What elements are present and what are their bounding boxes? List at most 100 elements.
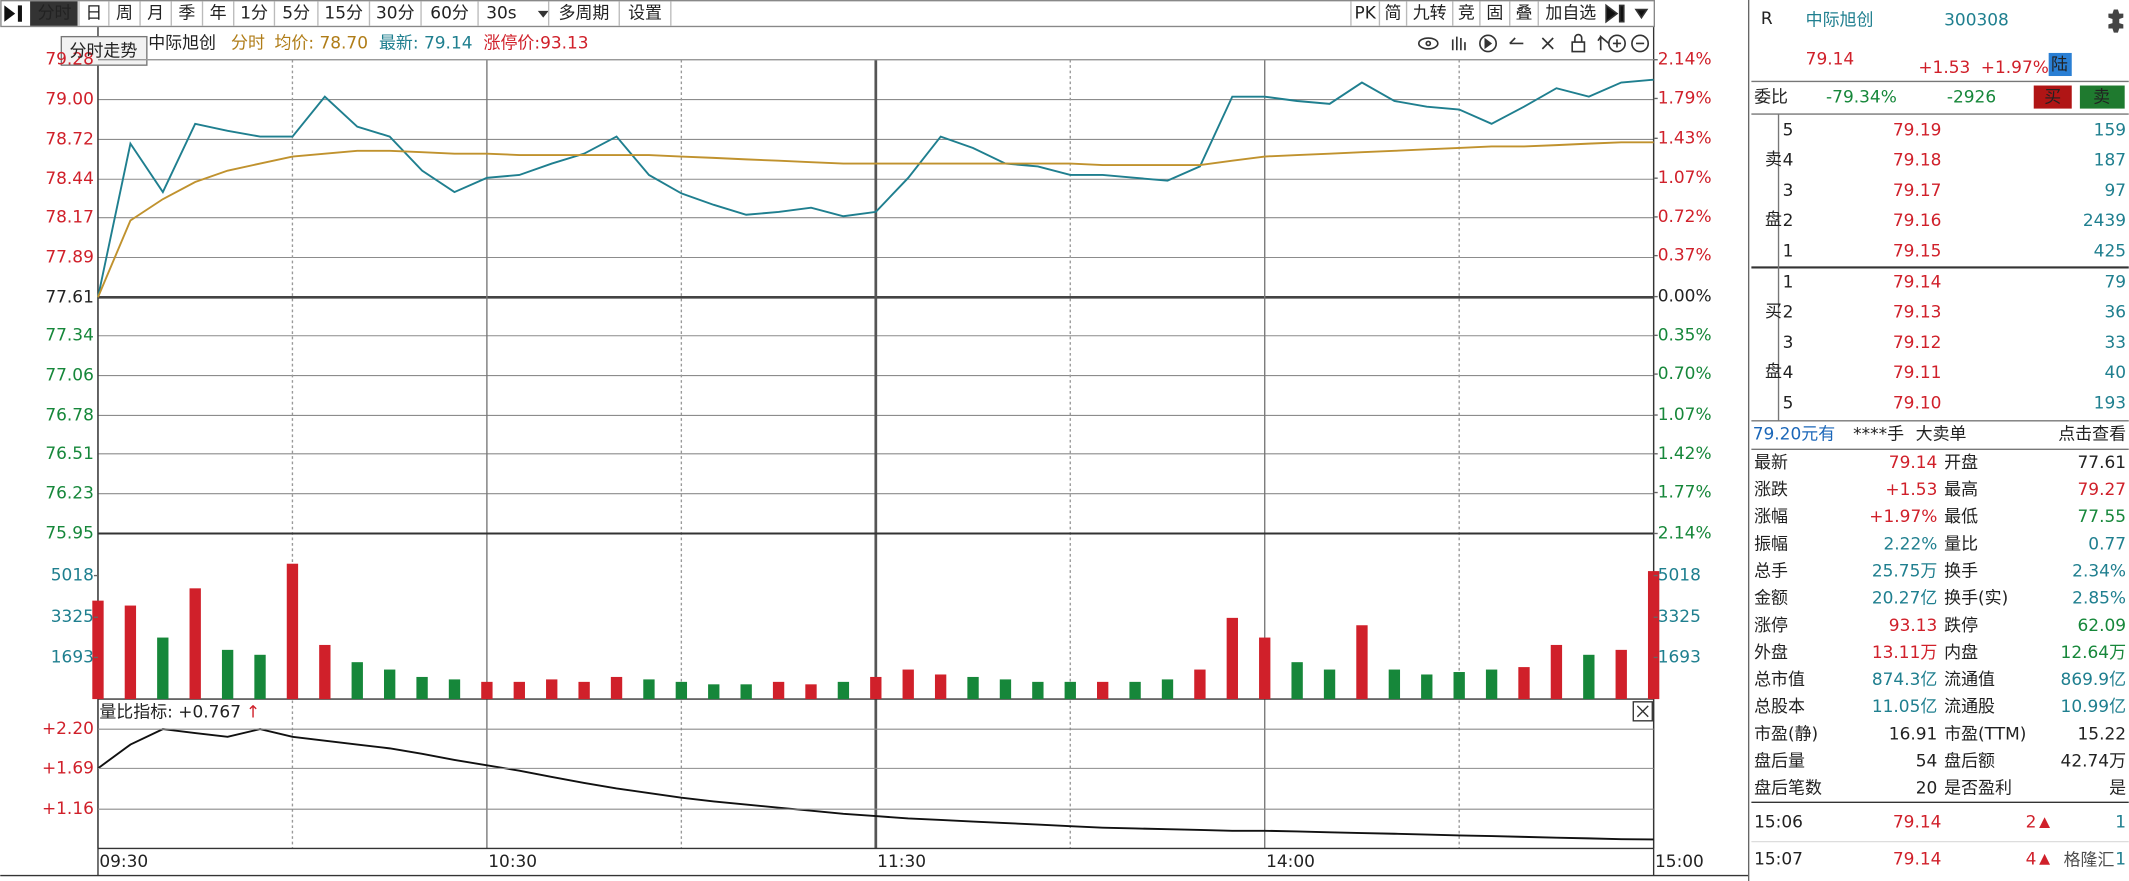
toolbar-button[interactable]: 15分 — [324, 3, 363, 23]
dropdown-icon[interactable] — [537, 10, 549, 18]
stat-value: 20.27亿 — [1872, 588, 1938, 608]
watermark: 格隆汇 — [2064, 850, 2115, 870]
quote-pct: +1.97% — [1981, 57, 2049, 77]
toolbar-button[interactable]: 设置 — [628, 3, 662, 23]
active-tab-bg — [30, 1, 78, 26]
y-tick-label: 78.44 — [45, 168, 94, 188]
stat-label: 换手 — [1944, 560, 1978, 580]
stat-label: 最低 — [1944, 506, 1978, 526]
stat-label: 流通股 — [1944, 696, 1995, 716]
buy-button[interactable] — [2033, 85, 2072, 109]
y-tick-label: 79.28 — [45, 49, 94, 69]
toolbar-button[interactable]: 季 — [178, 3, 195, 23]
x-tick-label: 10:30 — [488, 851, 537, 871]
toolbar-button[interactable]: 简 — [1385, 3, 1402, 23]
big-order-link[interactable]: 点击查看 — [2058, 423, 2126, 443]
y-tick-label: 77.06 — [45, 365, 94, 385]
toolbar-button[interactable]: 周 — [116, 3, 133, 23]
toolbar-button[interactable]: 5分 — [282, 3, 310, 23]
toolbar-button[interactable]: 叠 — [1516, 3, 1533, 23]
stat-label: 涨停 — [1754, 615, 1788, 635]
toolbar-button[interactable]: 竞 — [1458, 3, 1475, 23]
stat-label: 开盘 — [1944, 452, 1978, 472]
y2-tick-label: 1.43% — [1658, 127, 1712, 147]
market-tag: R — [1761, 8, 1773, 28]
stat-value: 0.77 — [2088, 533, 2126, 553]
volume-bar — [221, 649, 234, 700]
book-volume: 159 — [2094, 119, 2126, 139]
toolbar-button[interactable]: 30分 — [376, 3, 415, 23]
stat-value: +1.97% — [1869, 506, 1937, 526]
volume-bar — [189, 588, 201, 700]
volume-bar — [934, 674, 947, 700]
toolbar-button[interactable]: 60分 — [430, 3, 469, 23]
y-tick-label: 77.89 — [45, 246, 94, 266]
trade-volume: 4 — [2026, 848, 2037, 868]
y2-tick-label: 0.35% — [1658, 324, 1712, 344]
sell-button-text[interactable]: 卖 — [2093, 87, 2110, 107]
ratio-title: 量比指标: +0.767 — [99, 702, 241, 722]
weibi-label: 委比 — [1754, 87, 1788, 107]
book-price: 79.10 — [1893, 392, 1942, 412]
y2-tick-label: 0.72% — [1658, 206, 1712, 226]
toolbar-button[interactable]: 年 — [210, 3, 227, 23]
volume-tick-label: 1693 — [1658, 646, 1701, 666]
y2-tick-label: 0.00% — [1658, 286, 1712, 306]
toolbar-button[interactable]: 日 — [85, 3, 102, 23]
stat-label: 盘后额 — [1944, 751, 1995, 771]
stat-value: 是 — [2109, 778, 2126, 798]
book-price: 79.19 — [1893, 119, 1942, 139]
volume-tick-label: 1693 — [51, 646, 94, 666]
stat-value: 79.14 — [1889, 452, 1938, 472]
sell-button[interactable] — [2079, 85, 2125, 109]
volume-bar — [1323, 669, 1336, 700]
y2-tick-label: 1.07% — [1658, 167, 1712, 187]
book-level: 5 — [1783, 392, 1794, 412]
book-level: 2 — [1783, 302, 1794, 322]
y2-tick-label: 1.07% — [1658, 404, 1712, 424]
volume-bar — [513, 681, 525, 700]
toolbar-button[interactable]: 九转 — [1413, 3, 1447, 23]
toolbar-button[interactable]: 30s — [486, 3, 516, 23]
toolbar-icons — [1417, 3, 1650, 53]
stat-value: 10.99亿 — [2061, 696, 2127, 716]
volume-bar — [1259, 637, 1271, 700]
stat-label: 量比 — [1944, 533, 1978, 553]
ratio-arrow: ↑ — [246, 702, 260, 722]
book-price: 79.18 — [1893, 150, 1942, 170]
stat-value: 2.34% — [2072, 560, 2126, 580]
toolbar-button[interactable]: PK — [1355, 3, 1377, 23]
stat-label: 金额 — [1754, 588, 1788, 608]
volume-bar — [1161, 679, 1174, 700]
stat-label: 振幅 — [1754, 533, 1788, 553]
right-panel-lines — [1751, 80, 2129, 843]
collapse-icon[interactable] — [4, 5, 22, 22]
y-tick-label: 77.34 — [45, 325, 94, 345]
toolbar-button[interactable]: 加自选 — [1545, 3, 1596, 23]
volume-bar — [610, 676, 623, 700]
trade-price: 79.14 — [1893, 848, 1942, 868]
toolbar-button[interactable]: 多周期 — [559, 3, 610, 23]
toolbar-button[interactable]: 固 — [1486, 3, 1503, 23]
volume-bar — [805, 684, 817, 700]
stat-label: 外盘 — [1754, 642, 1788, 662]
volume-bar — [837, 681, 850, 700]
book-volume: 40 — [2104, 362, 2126, 382]
volume-tick-label: 5018 — [1658, 565, 1701, 585]
volume-bar — [578, 681, 590, 700]
price-line — [97, 141, 1654, 298]
settings-icon[interactable] — [2108, 9, 2124, 33]
toolbar-button[interactable]: 1分 — [240, 3, 268, 23]
buy-button-text[interactable]: 买 — [2044, 87, 2061, 107]
book-level: 3 — [1783, 332, 1794, 352]
stat-value: 15.22 — [2077, 723, 2126, 743]
volume-bar — [708, 684, 720, 700]
volume-bar — [999, 679, 1012, 700]
toolbar-button[interactable]: 分时 — [38, 3, 72, 23]
book-volume: 79 — [2104, 271, 2126, 291]
book-price: 79.17 — [1893, 180, 1942, 200]
trade-count: 1 — [2115, 812, 2126, 832]
trade-price: 79.14 — [1893, 812, 1942, 832]
stat-label: 内盘 — [1944, 642, 1978, 662]
toolbar-button[interactable]: 月 — [147, 3, 164, 23]
